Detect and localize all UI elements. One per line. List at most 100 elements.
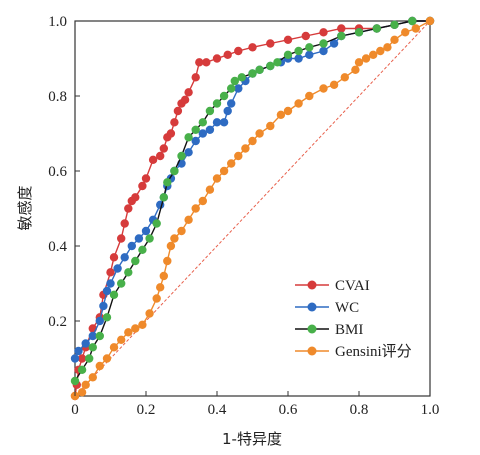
data-point bbox=[369, 50, 378, 59]
data-point bbox=[109, 290, 119, 299]
data-point bbox=[159, 271, 168, 281]
data-point bbox=[120, 253, 129, 262]
data-point bbox=[351, 65, 360, 75]
data-point bbox=[156, 151, 165, 161]
data-point bbox=[102, 354, 112, 363]
data-point bbox=[70, 354, 80, 363]
series-line bbox=[74, 20, 430, 382]
data-point bbox=[266, 61, 275, 71]
data-point bbox=[337, 24, 346, 33]
data-point bbox=[88, 373, 98, 382]
data-point bbox=[127, 241, 136, 251]
data-point bbox=[401, 28, 410, 37]
y-tick-label: 0.4 bbox=[48, 239, 67, 255]
legend: CVAI WC BMI Gensini评分 bbox=[295, 278, 412, 360]
data-point bbox=[131, 256, 140, 266]
data-point bbox=[248, 43, 257, 52]
data-point bbox=[219, 91, 229, 101]
data-point bbox=[88, 331, 98, 341]
data-point bbox=[124, 204, 133, 213]
data-point bbox=[145, 234, 154, 243]
data-point bbox=[329, 39, 339, 48]
data-point bbox=[85, 354, 94, 363]
data-point bbox=[354, 58, 364, 67]
series-layer bbox=[70, 16, 435, 401]
y-tick-label: 1.0 bbox=[48, 14, 67, 30]
data-point bbox=[152, 294, 161, 303]
data-point bbox=[74, 346, 83, 356]
data-point bbox=[177, 226, 186, 236]
data-point bbox=[202, 58, 211, 67]
data-point bbox=[248, 69, 257, 78]
data-point bbox=[294, 99, 303, 108]
data-point bbox=[319, 46, 328, 56]
data-point bbox=[81, 339, 90, 348]
data-point bbox=[408, 16, 417, 26]
data-point bbox=[124, 268, 133, 277]
data-point bbox=[248, 136, 257, 146]
data-point bbox=[294, 54, 303, 63]
data-point bbox=[102, 286, 112, 296]
data-point bbox=[141, 174, 151, 183]
series-2 bbox=[70, 16, 435, 363]
y-tick-label: 0.2 bbox=[48, 314, 67, 330]
data-point bbox=[77, 388, 87, 397]
y-tick-label: 0.8 bbox=[48, 89, 67, 105]
x-tick-label: 1.0 bbox=[421, 402, 440, 418]
data-point bbox=[163, 178, 172, 187]
data-point bbox=[131, 324, 140, 333]
data-point bbox=[184, 133, 193, 142]
data-point bbox=[390, 20, 399, 29]
data-point bbox=[212, 54, 222, 63]
data-point bbox=[170, 118, 179, 127]
data-point bbox=[102, 313, 112, 322]
data-point bbox=[223, 106, 232, 116]
data-point bbox=[163, 256, 172, 266]
data-point bbox=[117, 335, 126, 344]
data-point bbox=[198, 118, 207, 127]
x-tick-label: 0.6 bbox=[279, 402, 298, 418]
data-point bbox=[425, 16, 435, 26]
legend-item: WC bbox=[295, 300, 359, 316]
data-point bbox=[301, 31, 310, 41]
data-point bbox=[120, 219, 129, 228]
data-point bbox=[117, 279, 126, 288]
legend-marker bbox=[307, 346, 317, 356]
data-point bbox=[305, 50, 314, 59]
data-point bbox=[205, 106, 215, 116]
data-point bbox=[205, 185, 215, 194]
data-point bbox=[283, 50, 293, 59]
data-point bbox=[234, 84, 243, 93]
data-point bbox=[180, 95, 190, 105]
plot-frame bbox=[74, 20, 431, 397]
data-point bbox=[230, 76, 239, 86]
data-point bbox=[219, 166, 229, 176]
x-tick-label: 0.2 bbox=[137, 402, 156, 418]
data-point bbox=[283, 106, 293, 116]
data-point bbox=[411, 24, 420, 33]
data-point bbox=[141, 226, 151, 236]
data-point bbox=[361, 54, 371, 63]
data-point bbox=[198, 196, 207, 206]
data-point bbox=[255, 129, 264, 138]
data-point bbox=[227, 159, 236, 168]
legend-label: WC bbox=[335, 300, 359, 316]
data-point bbox=[159, 144, 168, 153]
data-point bbox=[117, 234, 126, 243]
x-tick-label: 0 bbox=[71, 402, 79, 418]
data-point bbox=[354, 28, 364, 37]
x-tick-label: 0.8 bbox=[350, 402, 369, 418]
data-point bbox=[319, 84, 328, 93]
data-point bbox=[106, 268, 115, 277]
legend-marker bbox=[307, 302, 317, 312]
data-point bbox=[166, 129, 176, 138]
data-point bbox=[138, 245, 147, 254]
reference-diagonal-line bbox=[74, 20, 431, 397]
data-point bbox=[77, 354, 87, 363]
data-point bbox=[227, 84, 236, 93]
data-point bbox=[212, 174, 222, 183]
data-point bbox=[266, 121, 275, 131]
data-point bbox=[113, 264, 122, 273]
data-point bbox=[145, 309, 154, 318]
data-point bbox=[372, 24, 381, 33]
